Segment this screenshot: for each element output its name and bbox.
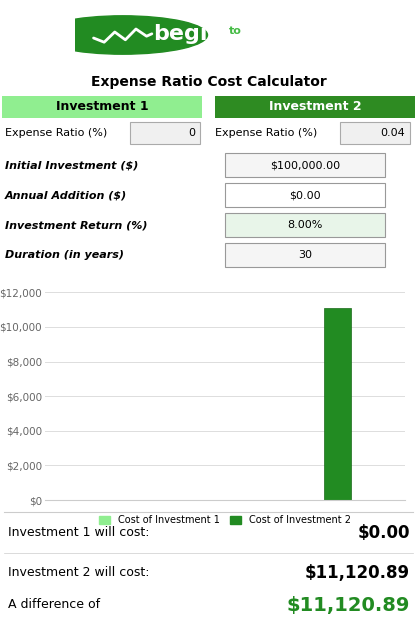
Text: $11,120.89: $11,120.89 <box>305 564 410 582</box>
Legend: Cost of Investment 1, Cost of Investment 2: Cost of Investment 1, Cost of Investment… <box>95 511 355 529</box>
Bar <box>225 153 385 177</box>
Text: $0.00: $0.00 <box>357 524 410 542</box>
Text: Investment Return (%): Investment Return (%) <box>5 220 148 230</box>
Text: $100,000.00: $100,000.00 <box>270 160 340 170</box>
Text: invest: invest <box>266 24 343 44</box>
Bar <box>215 96 415 118</box>
Text: begin: begin <box>153 24 224 44</box>
Bar <box>225 213 385 237</box>
Text: Investment 2 will cost:: Investment 2 will cost: <box>8 566 150 579</box>
Text: Investment 2: Investment 2 <box>269 101 361 114</box>
Text: to: to <box>229 26 241 36</box>
Text: Expense Ratio (%): Expense Ratio (%) <box>5 128 107 138</box>
Text: 8.00%: 8.00% <box>287 220 323 230</box>
Bar <box>225 243 385 267</box>
Text: Duration (in years): Duration (in years) <box>5 250 124 260</box>
Text: 0.04: 0.04 <box>380 128 405 138</box>
Bar <box>2 96 202 118</box>
Text: Expense Ratio Cost Calculator: Expense Ratio Cost Calculator <box>90 75 327 89</box>
Text: Initial Investment ($): Initial Investment ($) <box>5 160 138 170</box>
Bar <box>225 183 385 207</box>
Text: $11,120.89: $11,120.89 <box>286 596 410 614</box>
Circle shape <box>38 16 208 54</box>
Bar <box>130 122 200 144</box>
Text: Investment 1: Investment 1 <box>56 101 148 114</box>
Bar <box>340 122 410 144</box>
Text: 0: 0 <box>188 128 195 138</box>
Text: 30: 30 <box>298 250 312 260</box>
Text: Annual Addition ($): Annual Addition ($) <box>5 190 127 200</box>
Text: A difference of: A difference of <box>8 599 100 611</box>
Text: Investment 1 will cost:: Investment 1 will cost: <box>8 526 150 539</box>
Text: Expense Ratio (%): Expense Ratio (%) <box>215 128 317 138</box>
Bar <box>324 308 351 500</box>
Text: $0.00: $0.00 <box>289 190 321 200</box>
